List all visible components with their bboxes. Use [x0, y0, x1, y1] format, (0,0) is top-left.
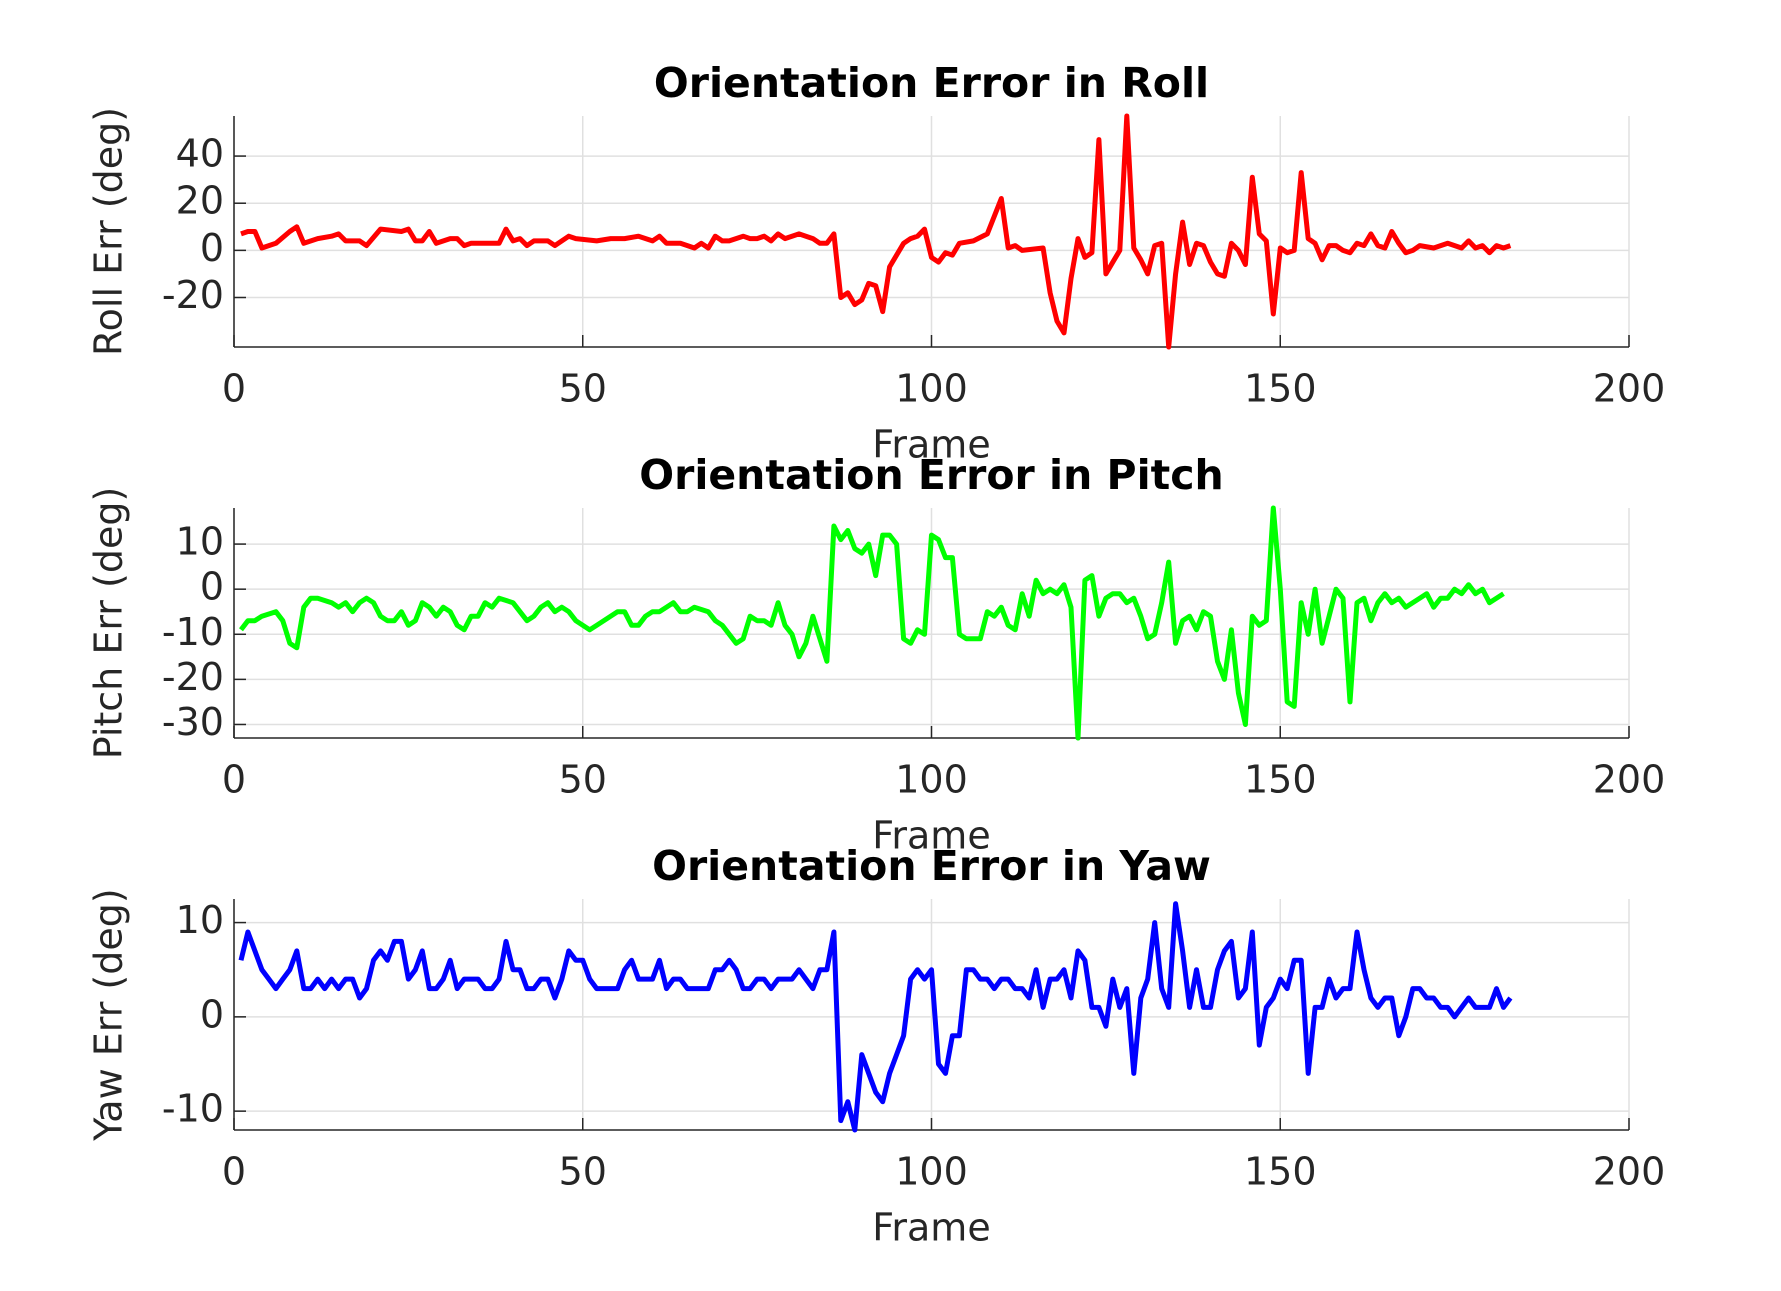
y-tick-label: 10: [176, 898, 224, 942]
x-tick-label: 100: [895, 367, 968, 411]
y-tick-label: -20: [162, 273, 224, 317]
x-tick-label: 150: [1244, 1150, 1317, 1194]
chart-title: Orientation Error in Roll: [654, 59, 1209, 107]
data-line: [239, 505, 1505, 741]
y-tick-label: -10: [162, 610, 224, 654]
chart-title: Orientation Error in Yaw: [652, 842, 1211, 890]
chart-title: Orientation Error in Pitch: [639, 451, 1224, 499]
x-tick-label: 100: [895, 1150, 968, 1194]
x-tick-label: 0: [222, 1150, 246, 1194]
y-tick-label: 0: [200, 992, 224, 1036]
y-tick-label: 20: [176, 179, 224, 223]
x-tick-label: 200: [1593, 367, 1666, 411]
x-axis-label: Frame: [872, 814, 990, 858]
x-tick-label: 200: [1593, 758, 1666, 802]
y-axis-label: Yaw Err (deg): [87, 888, 131, 1141]
x-axis-label: Frame: [872, 423, 990, 467]
x-tick-label: 200: [1593, 1150, 1666, 1194]
x-tick-label: 150: [1244, 758, 1317, 802]
x-tick-label: 50: [559, 1150, 607, 1194]
x-tick-label: 150: [1244, 367, 1317, 411]
x-tick-label: 50: [559, 367, 607, 411]
y-axis-label: Pitch Err (deg): [87, 487, 131, 760]
y-tick-label: 10: [176, 520, 224, 564]
data-line: [238, 901, 1513, 1133]
y-tick-label: -30: [162, 700, 224, 744]
y-axis-label: Roll Err (deg): [87, 107, 131, 356]
y-tick-label: 0: [200, 226, 224, 270]
y-tick-label: 0: [200, 565, 224, 609]
x-axis-label: Frame: [872, 1206, 990, 1250]
data-line: [240, 113, 1512, 350]
y-tick-label: 40: [176, 132, 224, 176]
x-tick-label: 50: [559, 758, 607, 802]
y-tick-label: -20: [162, 655, 224, 699]
x-tick-label: 0: [222, 367, 246, 411]
y-tick-label: -10: [162, 1087, 224, 1131]
x-tick-label: 100: [895, 758, 968, 802]
x-tick-label: 0: [222, 758, 246, 802]
